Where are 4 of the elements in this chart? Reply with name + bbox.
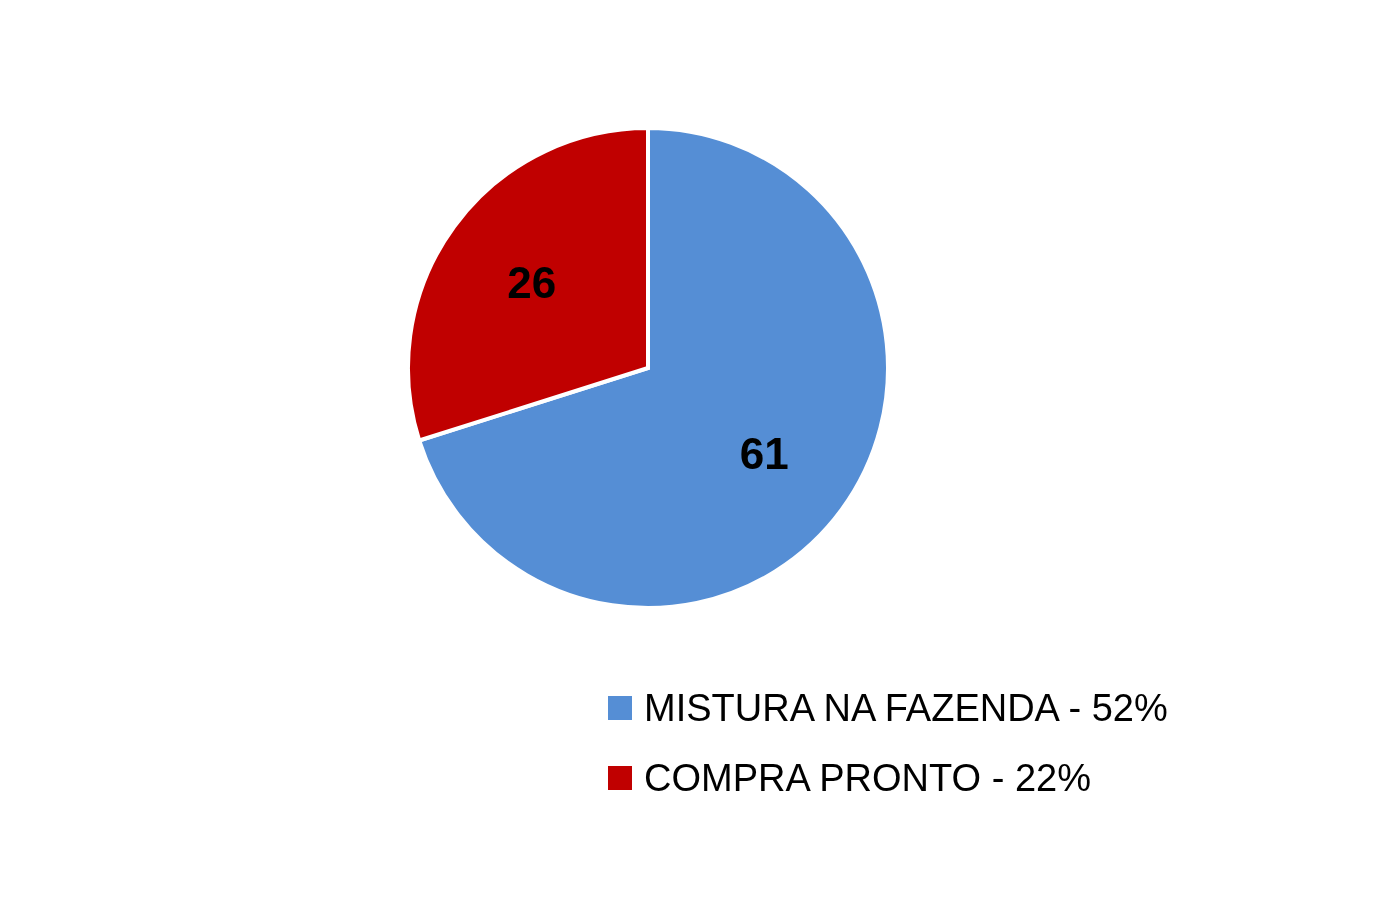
legend-label: COMPRA PRONTO - 22% bbox=[644, 757, 1091, 799]
data-label: 61 bbox=[739, 428, 789, 478]
legend-label: MISTURA NA FAZENDA - 52% bbox=[644, 687, 1168, 729]
data-label: 26 bbox=[507, 258, 557, 308]
